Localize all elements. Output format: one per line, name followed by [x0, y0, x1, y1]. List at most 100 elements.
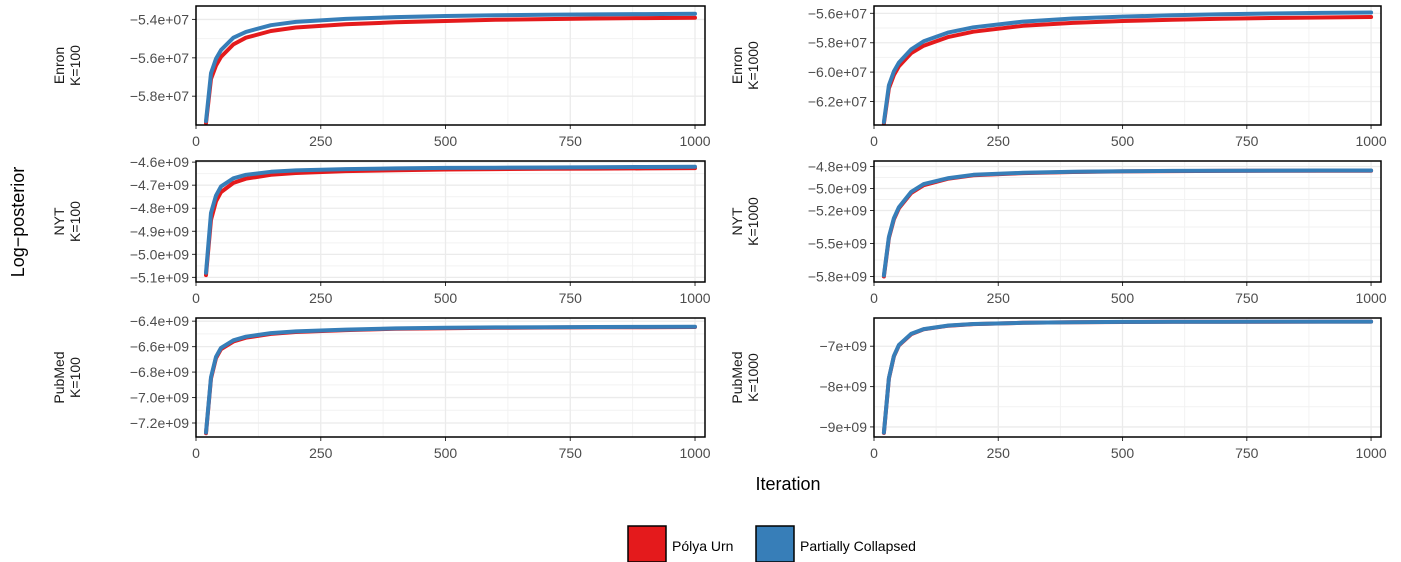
panel-border	[873, 5, 1382, 126]
x-axis-title: Iteration	[755, 474, 820, 494]
legend-key-partially-collapsed	[755, 525, 795, 562]
x-tick-label: 250	[309, 133, 333, 149]
x-tick-label: 1000	[679, 133, 710, 149]
y-tick-label: −6.2e+07	[808, 93, 867, 109]
panel-2: 0 250 500 750 1000 −6.2e+07 −6.0e+07 −5.8e+07 −5…	[729, 5, 1387, 149]
x-tick-label: 750	[559, 445, 583, 461]
facet-label: K=100	[67, 201, 83, 242]
y-tick-label: −5.4e+07	[130, 11, 189, 27]
legend-label-partially-collapsed: Partially Collapsed	[800, 538, 916, 554]
x-tick-label: 750	[1235, 133, 1259, 149]
panel-4: 0 250 500 750 1000 −5.8e+09 −5.5e+09 −5.2e+09 −5…	[729, 159, 1387, 307]
x-tick-label: 1000	[1355, 290, 1386, 306]
y-tick-label: −5.6e+07	[808, 5, 867, 21]
y-tick-label: −7.2e+09	[130, 415, 189, 431]
y-tick-label: −5.2e+09	[808, 203, 867, 219]
y-tick-label: −4.9e+09	[130, 223, 189, 239]
facet-label: K=100	[67, 45, 83, 86]
x-tick-label: 500	[1111, 445, 1135, 461]
y-tick-label: −7e+09	[820, 338, 868, 354]
y-tick-label: −6.0e+07	[808, 64, 867, 80]
x-tick-label: 750	[559, 133, 583, 149]
facet-label: NYT	[51, 207, 67, 235]
panel-6: 0 250 500 750 1000 −9e+09 −8e+09 −7e+09 PubMed K=…	[729, 317, 1387, 461]
y-tick-label: −5.8e+09	[808, 269, 867, 285]
x-tick-label: 1000	[1355, 445, 1386, 461]
x-tick-label: 0	[192, 445, 200, 461]
y-tick-label: −6.8e+09	[130, 364, 189, 380]
series-line-partially-collapsed	[881, 319, 1374, 435]
x-tick-label: 1000	[1355, 133, 1386, 149]
series-line-partially-collapsed	[881, 168, 1374, 278]
y-tick-label: −6.6e+09	[130, 339, 189, 355]
facet-label: PubMed	[51, 351, 67, 403]
y-tick-label: −5.8e+07	[130, 88, 189, 104]
legend-key-polya-urn	[627, 525, 667, 562]
x-tick-label: 500	[434, 290, 458, 306]
y-tick-label: −5.8e+07	[808, 35, 867, 51]
y-tick-label: −7.0e+09	[130, 390, 189, 406]
y-tick-label: −5.1e+09	[130, 269, 189, 285]
panel-background	[196, 318, 705, 437]
x-tick-label: 500	[434, 133, 458, 149]
y-tick-label: −9e+09	[820, 419, 868, 435]
panel-background	[874, 161, 1381, 282]
y-tick-label: −5.0e+09	[130, 246, 189, 262]
panel-background	[874, 318, 1381, 437]
facet-label: K=100	[67, 357, 83, 398]
x-tick-label: 500	[1111, 290, 1135, 306]
x-tick-label: 250	[987, 445, 1011, 461]
panel-background	[874, 6, 1381, 125]
facet-label: K=1000	[745, 353, 761, 402]
panel-border	[873, 160, 1382, 283]
legend: Pólya Urn Partially Collapsed	[627, 525, 916, 562]
panel-3: 0 250 500 750 1000 −5.1e+09 −5.0e+09 −4.9e+09 −4…	[51, 154, 711, 306]
x-tick-label: 250	[309, 290, 333, 306]
panel-border	[195, 160, 706, 283]
series-line-partially-collapsed	[881, 10, 1374, 125]
x-tick-label: 500	[434, 445, 458, 461]
y-tick-label: −4.6e+09	[130, 154, 189, 170]
y-axis-title: Log−posterior	[8, 167, 28, 278]
panel-border	[873, 317, 1382, 438]
facet-label: PubMed	[729, 351, 745, 403]
series-line-p-lya-urn	[204, 15, 697, 126]
x-tick-label: 0	[192, 133, 200, 149]
y-tick-label: −4.8e+09	[130, 200, 189, 216]
x-tick-label: 1000	[679, 290, 710, 306]
panel-border	[195, 5, 706, 126]
facet-label: Enron	[729, 47, 745, 84]
y-tick-label: −6.4e+09	[130, 313, 189, 329]
facet-label: K=1000	[745, 41, 761, 90]
x-tick-label: 0	[192, 290, 200, 306]
y-tick-label: −8e+09	[820, 379, 868, 395]
panel-border	[195, 317, 706, 438]
facet-label: K=1000	[745, 197, 761, 246]
x-tick-label: 250	[987, 290, 1011, 306]
x-tick-label: 250	[309, 445, 333, 461]
legend-label-polya-urn: Pólya Urn	[672, 538, 733, 554]
x-tick-label: 750	[559, 290, 583, 306]
panel-background	[196, 161, 705, 282]
x-tick-label: 750	[1235, 290, 1259, 306]
series-line-partially-collapsed	[204, 164, 697, 275]
x-tick-label: 1000	[679, 445, 710, 461]
x-tick-label: 500	[1111, 133, 1135, 149]
panel-5: 0 250 500 750 1000 −7.2e+09 −7.0e+09 −6.8e+09 −6…	[51, 313, 711, 461]
y-tick-label: −5.6e+07	[130, 50, 189, 66]
panels: 0 250 500 750 1000 −5.8e+07 −5.6e+07 −5.4e+07 En…	[51, 5, 1387, 461]
y-tick-label: −4.7e+09	[130, 177, 189, 193]
x-tick-label: 750	[1235, 445, 1259, 461]
panel-1: 0 250 500 750 1000 −5.8e+07 −5.6e+07 −5.4e+07 En…	[51, 5, 711, 149]
series-line-partially-collapsed	[204, 11, 697, 124]
y-tick-label: −5.0e+09	[808, 181, 867, 197]
x-tick-label: 0	[870, 133, 878, 149]
y-tick-label: −4.8e+09	[808, 159, 867, 175]
facet-label: Enron	[51, 47, 67, 84]
series-line-partially-collapsed	[204, 324, 697, 435]
facet-label: NYT	[729, 207, 745, 235]
x-tick-label: 0	[870, 290, 878, 306]
x-tick-label: 250	[987, 133, 1011, 149]
y-tick-label: −5.5e+09	[808, 236, 867, 252]
